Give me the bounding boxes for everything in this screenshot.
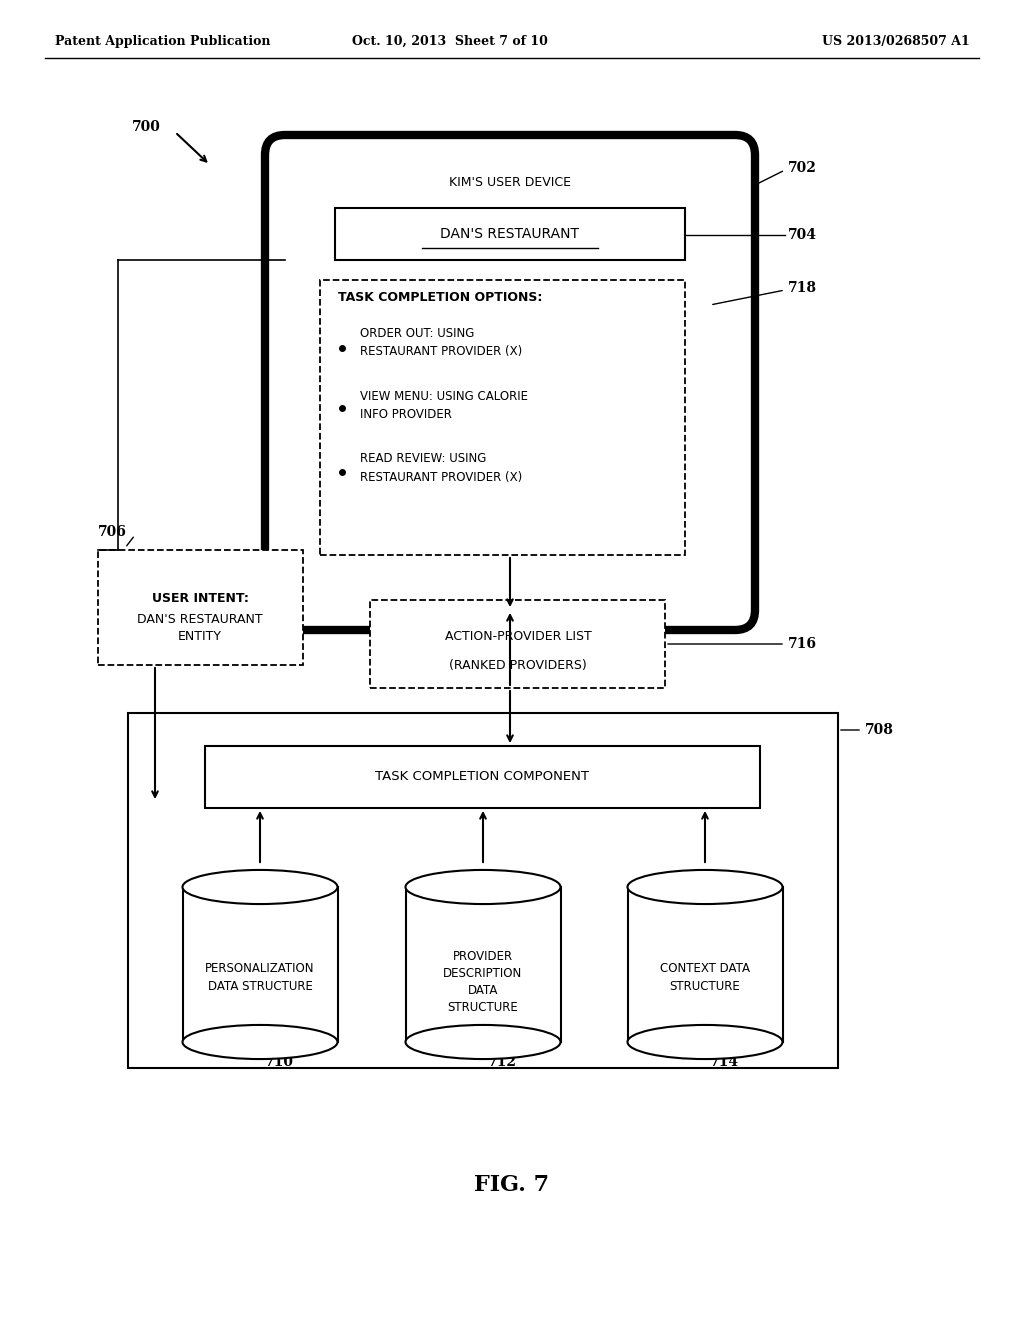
FancyBboxPatch shape [265, 135, 755, 630]
Text: 710: 710 [265, 1055, 294, 1069]
Ellipse shape [182, 870, 338, 904]
FancyBboxPatch shape [319, 280, 685, 554]
FancyBboxPatch shape [370, 601, 665, 688]
FancyBboxPatch shape [406, 887, 560, 1041]
Text: FIG. 7: FIG. 7 [474, 1173, 550, 1196]
FancyBboxPatch shape [98, 550, 303, 665]
Text: 702: 702 [788, 161, 817, 176]
Text: USER INTENT:: USER INTENT: [152, 591, 249, 605]
Text: TASK COMPLETION COMPONENT: TASK COMPLETION COMPONENT [375, 771, 589, 784]
FancyBboxPatch shape [335, 209, 685, 260]
Text: ACTION-PROVIDER LIST: ACTION-PROVIDER LIST [444, 630, 592, 643]
Text: PROVIDER
DESCRIPTION
DATA
STRUCTURE: PROVIDER DESCRIPTION DATA STRUCTURE [443, 950, 522, 1014]
Text: 708: 708 [865, 723, 894, 737]
Text: 716: 716 [788, 638, 817, 651]
Text: Oct. 10, 2013  Sheet 7 of 10: Oct. 10, 2013 Sheet 7 of 10 [352, 36, 548, 48]
Ellipse shape [182, 1024, 338, 1059]
Text: READ REVIEW: USING
RESTAURANT PROVIDER (X): READ REVIEW: USING RESTAURANT PROVIDER (… [360, 453, 522, 483]
Text: US 2013/0268507 A1: US 2013/0268507 A1 [822, 36, 970, 48]
Text: TASK COMPLETION OPTIONS:: TASK COMPLETION OPTIONS: [338, 292, 543, 305]
Text: 704: 704 [788, 228, 817, 242]
FancyBboxPatch shape [628, 887, 782, 1041]
Text: 718: 718 [788, 281, 817, 294]
Text: KIM'S USER DEVICE: KIM'S USER DEVICE [449, 177, 571, 190]
Text: 714: 714 [710, 1055, 739, 1069]
Text: 712: 712 [488, 1055, 517, 1069]
Text: 700: 700 [132, 120, 161, 135]
Text: DAN'S RESTAURANT
ENTITY: DAN'S RESTAURANT ENTITY [137, 612, 263, 643]
FancyBboxPatch shape [182, 887, 338, 1041]
Text: Patent Application Publication: Patent Application Publication [55, 36, 270, 48]
Text: PERSONALIZATION
DATA STRUCTURE: PERSONALIZATION DATA STRUCTURE [205, 961, 314, 993]
Ellipse shape [406, 870, 560, 904]
Text: VIEW MENU: USING CALORIE
INFO PROVIDER: VIEW MENU: USING CALORIE INFO PROVIDER [360, 389, 528, 421]
Text: (RANKED PROVIDERS): (RANKED PROVIDERS) [450, 660, 587, 672]
FancyBboxPatch shape [205, 746, 760, 808]
Ellipse shape [406, 1024, 560, 1059]
Text: 706: 706 [98, 525, 127, 539]
Text: CONTEXT DATA
STRUCTURE: CONTEXT DATA STRUCTURE [660, 961, 750, 993]
Ellipse shape [628, 1024, 782, 1059]
FancyBboxPatch shape [128, 713, 838, 1068]
Text: DAN'S RESTAURANT: DAN'S RESTAURANT [440, 227, 580, 240]
Text: ORDER OUT: USING
RESTAURANT PROVIDER (X): ORDER OUT: USING RESTAURANT PROVIDER (X) [360, 326, 522, 358]
Ellipse shape [628, 870, 782, 904]
